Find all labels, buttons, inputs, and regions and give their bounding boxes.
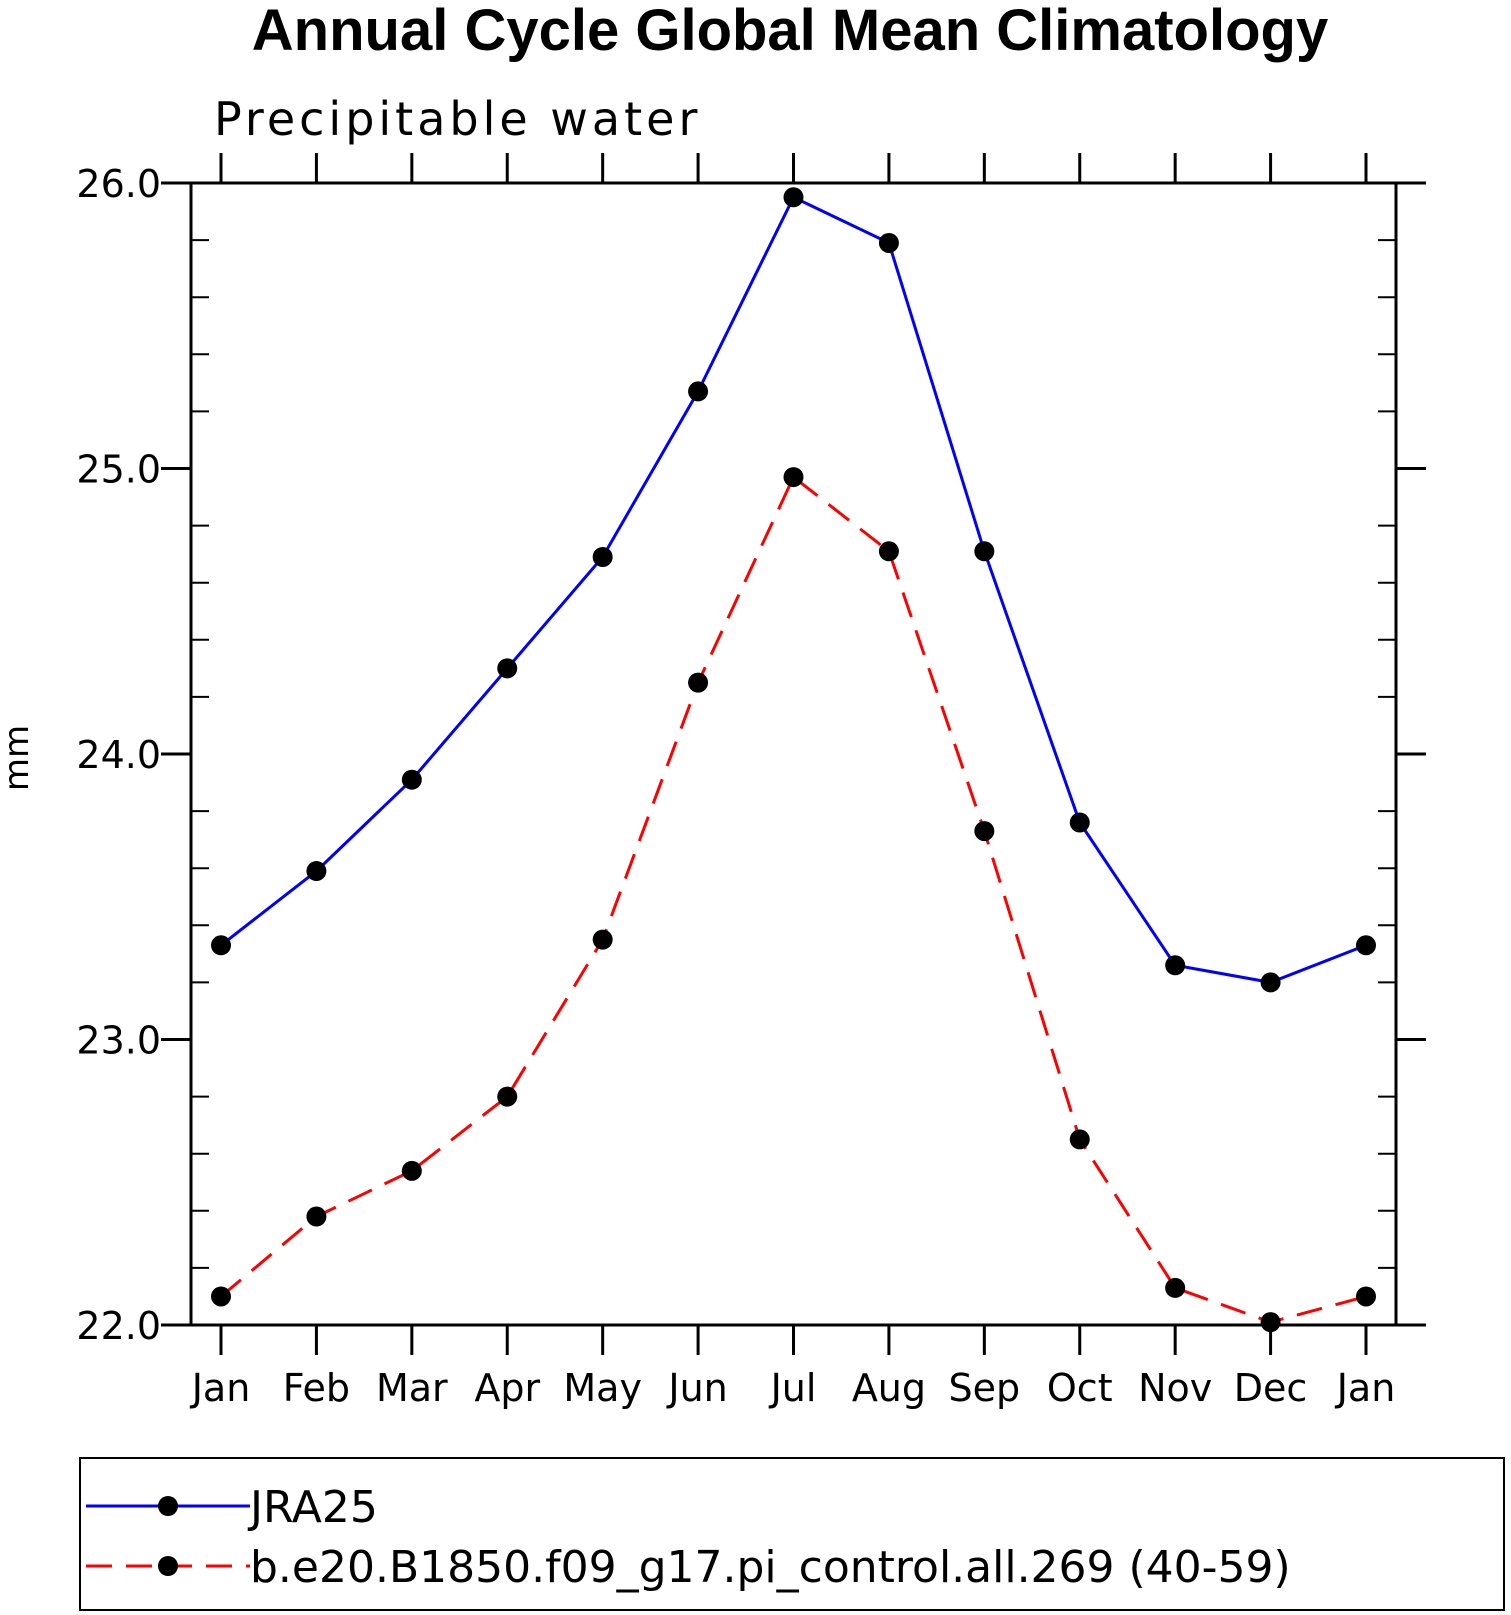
data-point xyxy=(974,541,995,562)
legend-item: JRA25 xyxy=(86,1482,378,1533)
y-tick-label: 23.0 xyxy=(76,1019,161,1063)
data-point xyxy=(1260,1312,1281,1333)
series-line xyxy=(220,195,1367,984)
series-1 xyxy=(211,467,1376,1333)
data-point xyxy=(878,541,899,562)
data-point xyxy=(1069,812,1090,833)
data-point xyxy=(878,232,899,253)
data-point xyxy=(1356,1286,1376,1307)
x-tick-label: Mar xyxy=(376,1366,448,1410)
y-tick-label: 25.0 xyxy=(76,448,161,492)
x-tick-label: Apr xyxy=(474,1366,540,1410)
x-tick-label: Jan xyxy=(190,1366,251,1410)
legend: JRA25 b.e20.B1850.f09_g17.pi_control.all.… xyxy=(86,1482,1291,1593)
x-tick-label: Jun xyxy=(666,1366,727,1410)
data-point xyxy=(783,467,804,488)
legend-marker xyxy=(158,1496,178,1516)
data-point xyxy=(306,861,327,882)
series-layer xyxy=(211,187,1376,1333)
axis-ticks xyxy=(161,153,1426,1355)
chart-title: Annual Cycle Global Mean Climatology xyxy=(252,0,1328,63)
data-point xyxy=(1356,935,1376,956)
data-point xyxy=(688,381,709,402)
data-point xyxy=(1165,955,1186,976)
data-point xyxy=(306,1206,327,1227)
legend-label: JRA25 xyxy=(247,1482,378,1533)
legend-marker xyxy=(158,1556,178,1576)
data-point xyxy=(592,929,613,950)
x-tick-label: Aug xyxy=(852,1366,926,1410)
legend-label: b.e20.B1850.f09_g17.pi_control.all.269 (… xyxy=(250,1542,1291,1593)
legend-box xyxy=(79,1457,1505,1611)
x-tick-label: Feb xyxy=(283,1366,350,1410)
y-axis-label: mm xyxy=(0,725,37,791)
x-tick-label: Sep xyxy=(949,1366,1021,1410)
y-tick-label: 24.0 xyxy=(76,733,161,777)
data-point xyxy=(592,547,613,568)
chart-subtitle: Precipitable water xyxy=(214,92,701,146)
x-tick-label: Oct xyxy=(1047,1366,1113,1410)
y-tick-label: 22.0 xyxy=(76,1304,161,1348)
series-line xyxy=(220,474,1367,1324)
data-point xyxy=(1260,972,1281,993)
y-tick-label: 26.0 xyxy=(76,162,161,206)
data-point xyxy=(211,935,231,956)
tick-labels: Jan Feb Mar Apr May Jun Jul Aug Sep Oct Nov Dec Jan 2… xyxy=(76,162,1395,1410)
data-point xyxy=(211,1286,231,1307)
data-point xyxy=(974,821,995,842)
plot-frame xyxy=(189,181,1398,1327)
series-0 xyxy=(211,187,1376,993)
data-point xyxy=(1069,1129,1090,1150)
data-point xyxy=(497,1086,518,1107)
x-tick-label: Jan xyxy=(1335,1366,1396,1410)
legend-item: b.e20.B1850.f09_g17.pi_control.all.269 (… xyxy=(86,1542,1291,1593)
x-tick-label: Dec xyxy=(1234,1366,1308,1410)
x-tick-label: May xyxy=(563,1366,642,1410)
data-point xyxy=(783,187,804,208)
x-tick-label: Jul xyxy=(769,1366,817,1410)
x-tick-label: Nov xyxy=(1138,1366,1212,1410)
data-point xyxy=(401,1160,422,1181)
data-point xyxy=(497,658,518,679)
data-point xyxy=(688,672,709,693)
data-point xyxy=(401,769,422,790)
data-point xyxy=(1165,1277,1186,1298)
